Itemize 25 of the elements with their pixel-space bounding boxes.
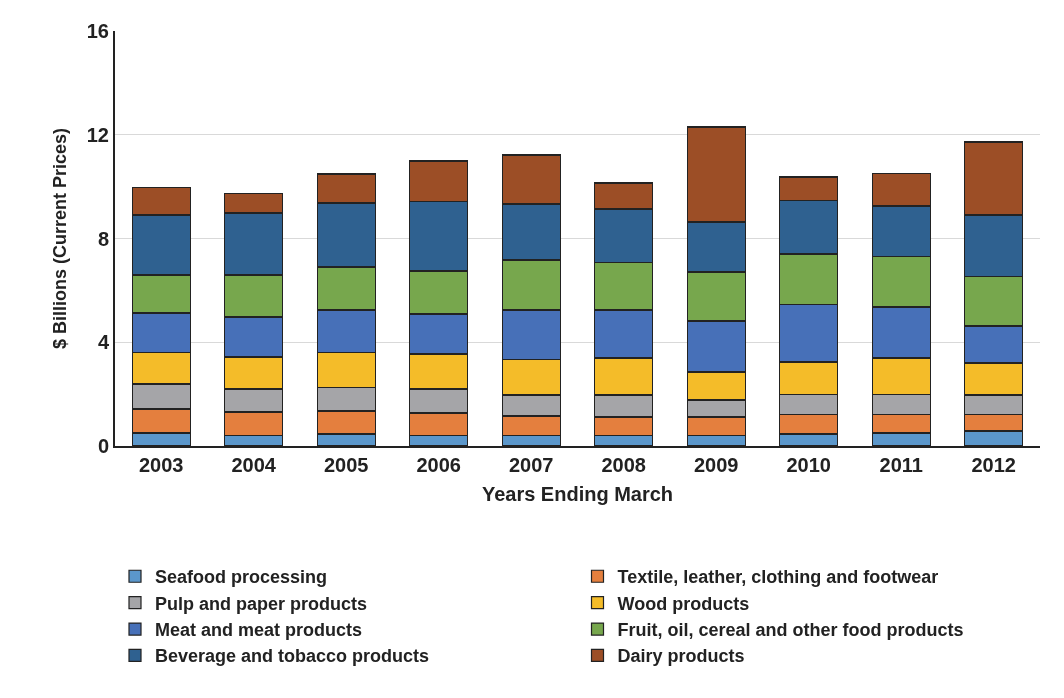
x-tick-label: 2008	[601, 454, 646, 476]
legend-label: Meat and meat products	[155, 620, 363, 641]
x-tick-label: 2005	[324, 454, 369, 476]
y-tick-label: 16	[86, 20, 109, 42]
x-tick-label: 2006	[416, 454, 461, 476]
x-tick-label: 2009	[694, 454, 739, 476]
x-tick-label: 2010	[786, 454, 831, 476]
x-axis-title: Years Ending March	[481, 483, 674, 505]
x-tick-label: 2003	[139, 454, 184, 476]
legend-label: Fruit, oil, cereal and other food products	[617, 620, 964, 641]
y-tick-label: 0	[97, 435, 109, 457]
legend-label: Pulp and paper products	[155, 593, 368, 614]
y-axis-title: $ Billions (Current Prices)	[50, 127, 71, 350]
y-tick-label: 8	[97, 227, 109, 250]
x-tick-label: 2011	[879, 454, 923, 476]
legend-label: Seafood processing	[155, 567, 328, 588]
y-tick-label: 4	[97, 331, 110, 354]
legend-label: Beverage and tobacco products	[155, 646, 430, 667]
x-tick-label: 2012	[971, 454, 1016, 476]
legend-label: Wood products	[617, 593, 750, 614]
x-tick-label: 2007	[509, 454, 554, 476]
x-tick-label: 2004	[231, 454, 277, 476]
legend-label: Textile, leather, clothing and footwear	[617, 567, 939, 588]
y-tick-label: 12	[86, 123, 109, 146]
legend-label: Dairy products	[617, 646, 745, 667]
